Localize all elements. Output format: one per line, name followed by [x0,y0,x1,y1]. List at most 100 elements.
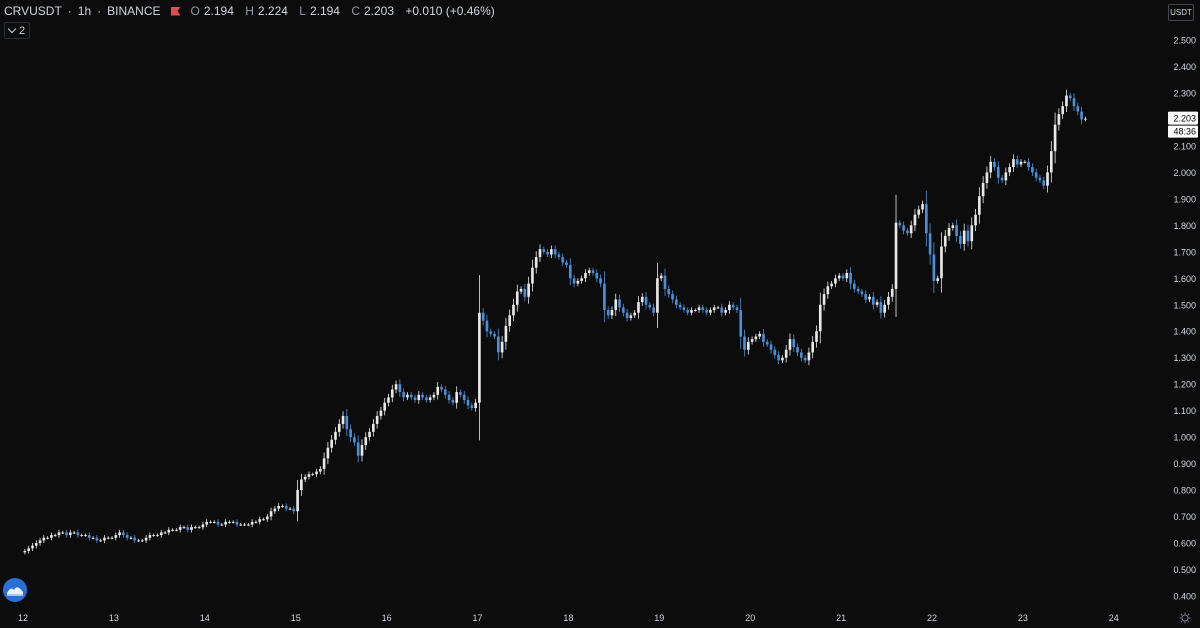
indicators-toggle-button[interactable]: 2 [4,22,31,39]
tradingview-logo-icon[interactable] [3,578,27,602]
candle-body [618,299,621,308]
candle-body [640,296,644,303]
legend-ohlc: O 2.194 H 2.224 L 2.194 C 2.203 +0.010 (+0.4… [191,4,499,18]
candle-body [425,397,428,401]
chevron-down-icon [7,24,17,34]
candle-body [281,505,284,507]
legend-interval[interactable]: 1h [77,4,92,18]
candle-body [84,535,87,537]
candle-body [50,535,53,538]
candle-body [803,357,807,361]
candle-body [375,415,379,424]
candle-body [985,172,989,183]
candle-body [621,307,625,313]
candle-body [273,508,277,512]
legend-symbol[interactable]: CRVUSDT [4,4,62,18]
candle-body [478,312,481,403]
candle-body [830,283,833,287]
candle-body [212,521,216,523]
candle-body [504,325,508,342]
candle-body [53,535,57,537]
candle-body [1084,118,1087,120]
candle-body [254,521,258,523]
candle-body [345,415,349,430]
candle-body [834,278,837,284]
y-tick-label: 0.400 [1173,592,1196,602]
candle-body [587,270,591,273]
candle-body [87,535,91,538]
candle-body [34,543,38,546]
candle-body [372,423,375,432]
candle-body [250,521,254,525]
gear-icon[interactable] [1179,611,1191,624]
candle-body [610,310,614,316]
candle-body [1015,159,1019,165]
candle-body [284,505,288,509]
candle-body [23,550,27,553]
candle-body [398,384,402,393]
currency-label[interactable]: USDT [1168,4,1194,21]
legend-open-label: O [190,4,200,18]
last-price-badge[interactable] [1168,111,1198,125]
candle-body [750,339,754,342]
candle-body [337,423,341,432]
x-tick-label: 20 [745,613,755,623]
candle-body [1034,172,1038,178]
legend-close: 2.203 [364,4,395,18]
candle-body [716,307,720,309]
candle-body [921,204,924,210]
legend-high-label: H [245,4,254,18]
candle-body [311,474,315,476]
candle-body [633,312,637,316]
x-tick-label: 14 [200,613,210,623]
candle-body [720,307,724,313]
candle-body [735,307,739,311]
candle-body [890,288,894,297]
candle-body [360,445,364,456]
y-tick-label: 1.000 [1173,433,1196,443]
x-tick-label: 21 [836,613,846,623]
candle-body [27,548,31,551]
candle-body [95,537,99,541]
y-tick-label: 2.000 [1173,168,1196,178]
candle-body [709,310,712,313]
candle-body [209,521,212,523]
candle-body [822,294,826,305]
flag-icon[interactable] [170,6,181,16]
candle-body [440,386,443,390]
legend-separator-2: · [97,4,102,18]
candle-body [140,540,144,542]
candle-body [436,386,440,395]
candle-body [951,225,955,228]
y-tick-label: 2.400 [1173,62,1196,72]
candle-body [682,307,686,311]
candle-body [1042,180,1046,186]
candle-body [557,254,561,258]
candle-body [712,307,716,311]
candle-body [402,392,405,398]
candle-body [663,275,667,289]
candle-body [1061,106,1064,115]
candle-body [932,254,936,281]
candle-body [917,209,921,215]
candle-body [887,296,890,305]
candle-body [978,196,981,215]
candle-body [561,257,565,263]
candle-body [728,304,731,311]
candle-body [868,296,871,300]
candle-body [383,402,387,411]
candle-body [898,222,902,226]
candle-body [303,476,307,480]
candle-body [996,167,1000,178]
candle-body [599,278,602,284]
candle-body [966,230,970,242]
candle-body [853,283,856,289]
candle-body [970,225,974,242]
candle-body [288,508,292,510]
y-tick-label: 0.500 [1173,565,1196,575]
legend-high: 2.224 [257,4,288,18]
candle-body [947,227,951,236]
candle-body [981,182,985,197]
